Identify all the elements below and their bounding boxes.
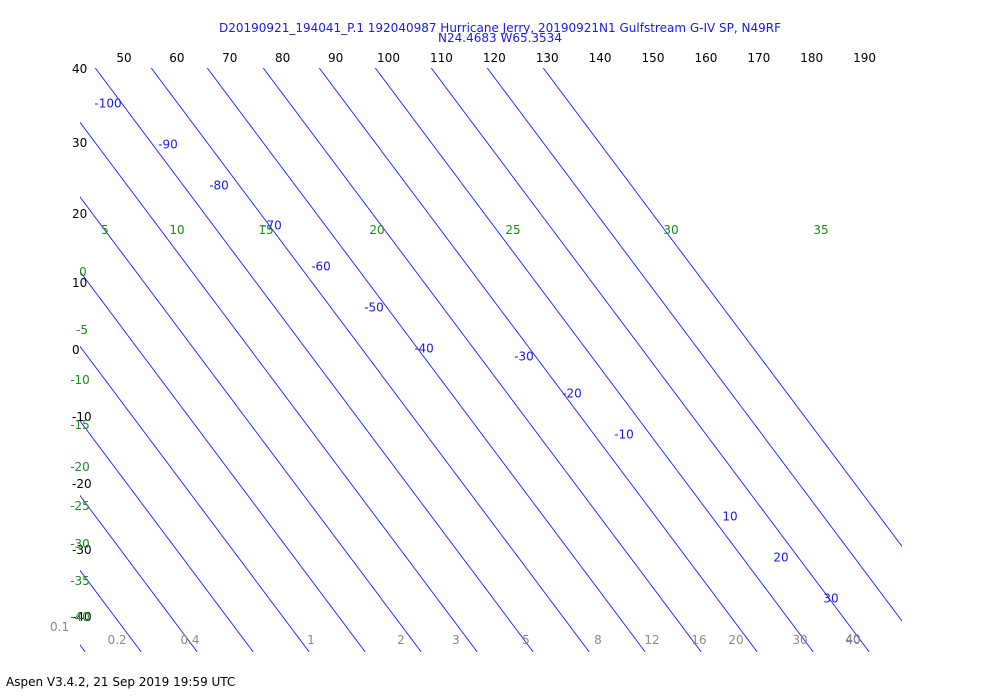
isotherm-label: 30 [823,592,838,606]
isotherm-line [80,121,478,652]
moist-adiabat-label: 5 [101,223,109,237]
moist-adiabat-label: 15 [258,223,273,237]
isotherm-line [80,345,310,652]
isotherm-label: -80 [209,179,229,193]
top-axis-tick-label: 170 [747,51,770,65]
top-axis-tick-label: 90 [328,51,343,65]
mixing-ratio-label: 20 [728,633,743,647]
isotherm-label: -40 [414,342,434,356]
chart-title-line-2: N24.4683 W65.3534 [438,31,562,45]
mixing-ratio-label: 30 [792,633,807,647]
mixing-ratio-label: 0.1 [50,620,69,634]
mixing-ratio-label: 3 [452,633,460,647]
isotherm-label: 20 [773,551,788,565]
top-axis-tick-label: 130 [536,51,559,65]
isotherm-label: -70 [262,219,282,233]
top-axis-tick-label: 60 [169,51,184,65]
isotherm-line [80,420,254,652]
isotherm-line [80,494,198,652]
isotherm-label: 40 [845,633,860,647]
isotherm-label: -60 [311,260,331,274]
top-axis-tick-label: 70 [222,51,237,65]
isotherm-line [486,68,902,622]
isotherm-label: -10 [614,428,634,442]
moist-adiabat-label: -15 [70,418,90,432]
isotherm-line [430,68,870,652]
dry-adiabat-label: -20 [72,477,92,491]
dry-adiabat-label: 30 [72,136,87,150]
dry-adiabat-label: 10 [72,276,87,290]
dry-adiabat-label: 0 [72,343,80,357]
dry-adiabat-label: 20 [72,207,87,221]
isotherm-line [206,68,646,652]
top-axis-tick-label: 80 [275,51,290,65]
top-axis-tick-label: 180 [800,51,823,65]
isotherm-line [0,68,29,652]
software-version-footer: Aspen V3.4.2, 21 Sep 2019 19:59 UTC [6,675,236,689]
mixing-ratio-label: 8 [594,633,602,647]
isotherm-label: 10 [722,510,737,524]
moist-adiabat-label: -40 [70,610,90,624]
isotherm-label: -100 [94,97,121,111]
dry-adiabat-label: -40 [72,610,92,624]
isotherm-label: -20 [562,387,582,401]
moist-adiabat-label: -20 [70,460,90,474]
skew-t-diagram: 100-110200300400500600700800900100050607… [0,51,902,652]
isotherm-line [374,68,814,652]
top-axis-tick-label: 160 [694,51,717,65]
mixing-ratio-label: 0.2 [107,633,126,647]
dry-adiabat-label: -30 [72,543,92,557]
top-axis-tick-label: 190 [853,51,876,65]
mixing-ratio-label: 1 [307,633,315,647]
chart-title-line-1: D20190921_194041_P.1 192040987 Hurricane… [219,21,781,35]
moist-adiabat-label: 35 [813,223,828,237]
moist-adiabat-label: -25 [70,499,90,513]
mixing-ratio-label: 16 [691,633,706,647]
mixing-ratio-label: 40 [845,633,860,647]
isotherm-label: -50 [364,301,384,315]
isotherm-line [80,196,422,652]
moist-adiabat-label: 10 [169,223,184,237]
isotherm-line [542,68,902,548]
mixing-ratio-label: 5 [522,633,530,647]
mixing-ratio-label: 2 [397,633,405,647]
isotherm-line [318,68,758,652]
isotherm-label: -90 [158,138,178,152]
dry-adiabat-label: -10 [72,410,92,424]
top-axis-tick-label: 150 [642,51,665,65]
isotherm-line [80,270,366,652]
top-axis-tick-label: 140 [589,51,612,65]
moist-adiabat-label: -30 [70,537,90,551]
moist-adiabat-label: -5 [76,323,88,337]
isotherm-line [94,68,534,652]
dry-adiabat-label: 40 [72,62,87,76]
isotherm-line [80,569,142,652]
top-axis-tick-label: 110 [430,51,453,65]
mixing-ratio-label: 12 [644,633,659,647]
moist-adiabat-label: 30 [663,223,678,237]
moist-adiabat-label: 0 [79,265,87,279]
top-axis-tick-label: 50 [116,51,131,65]
isotherm-label: -30 [514,350,534,364]
moist-adiabat-label: -35 [70,574,90,588]
moist-adiabat-label: 25 [505,223,520,237]
moist-adiabat-label: 20 [369,223,384,237]
moist-adiabat-label: -10 [70,373,90,387]
isotherm-line [150,68,590,652]
isotherm-line [80,644,86,652]
top-axis-tick-label: 100 [377,51,400,65]
isotherm-line [262,68,702,652]
mixing-ratio-label: 0.4 [180,633,199,647]
top-axis-tick-label: 120 [483,51,506,65]
